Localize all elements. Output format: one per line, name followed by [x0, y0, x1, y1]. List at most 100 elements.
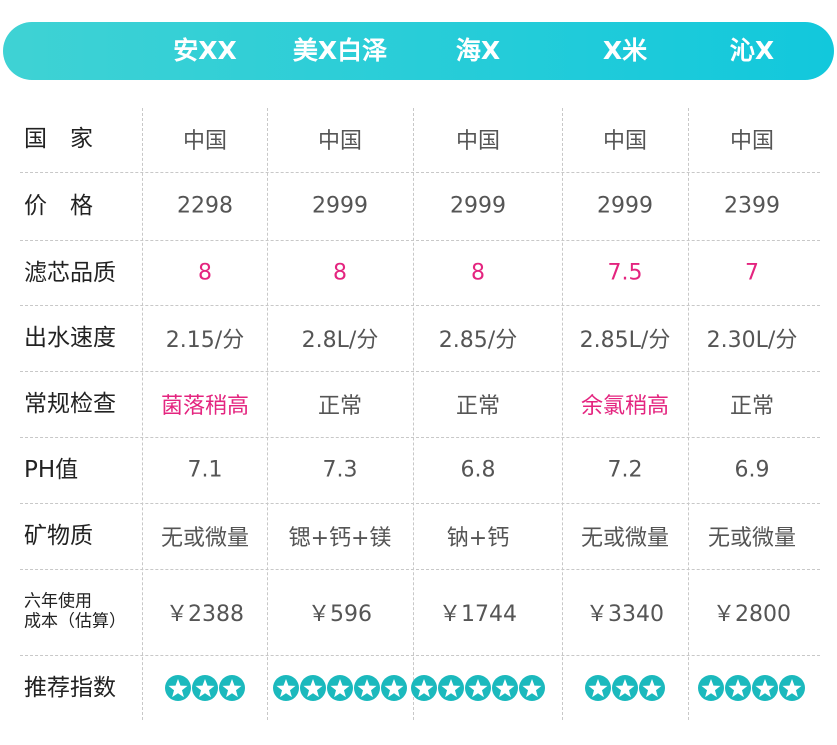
star [491, 674, 518, 701]
cell-value: 2298 [177, 193, 233, 219]
row-divider [20, 437, 820, 438]
cell-value: 2.15/分 [165, 328, 245, 353]
cell-value: 8 [471, 260, 485, 285]
cell-value: 6.8 [460, 457, 496, 483]
star-rating [410, 674, 545, 701]
cell-value: ￥2800 [713, 602, 791, 627]
cell-value: 无或微量 [707, 526, 796, 551]
row-label: 出水速度 [24, 325, 116, 351]
star [584, 674, 611, 701]
star-rating [584, 674, 665, 701]
cell-value: 2.8L/分 [301, 328, 379, 353]
cell-value: 无或微量 [580, 526, 669, 551]
cell-value: 6.9 [734, 457, 770, 483]
row-divider [20, 240, 820, 241]
cell-value: 2999 [312, 193, 368, 219]
row-divider [20, 371, 820, 372]
row-label: 滤芯品质 [24, 259, 116, 285]
row-label-line: PH值 [24, 456, 79, 483]
cell-value: 无或微量 [160, 526, 249, 551]
column-divider [688, 108, 689, 720]
cell-value: 中国 [729, 128, 774, 154]
row-label: 国 家 [24, 125, 93, 151]
row-label-line: 出水速度 [24, 324, 116, 351]
cell-value: ￥1744 [439, 602, 517, 627]
star [752, 674, 778, 701]
row-label: 矿物质 [24, 523, 93, 549]
cell-value: 正常 [455, 394, 500, 419]
row-label: 推荐指数 [24, 674, 116, 701]
cell-value: 正常 [317, 394, 362, 419]
cell-value: 2999 [597, 193, 653, 219]
cell-value: 钠+钙 [446, 526, 510, 551]
cell-value: 正常 [729, 394, 774, 419]
row-divider [20, 172, 820, 173]
cell-value: 2.85/分 [438, 328, 518, 353]
star [353, 674, 380, 701]
cell-value: 7.5 [607, 260, 643, 285]
row-label-line: 矿物质 [24, 522, 93, 549]
star [698, 674, 724, 701]
cell-value: 中国 [602, 128, 647, 154]
star [638, 674, 665, 701]
column-divider [267, 108, 268, 720]
star [464, 674, 491, 701]
star [779, 674, 805, 701]
row-label-line: 国 家 [24, 125, 93, 152]
cell-value: ￥2388 [166, 602, 244, 627]
brand-name: 安XX [173, 36, 237, 65]
cell-value: 7.2 [607, 457, 643, 483]
row-label-line: 滤芯品质 [24, 259, 116, 286]
cell-value: 7.3 [322, 457, 358, 483]
star [725, 674, 751, 701]
cell-value: 7.1 [187, 457, 223, 483]
cell-value: ￥596 [308, 602, 372, 627]
star-rating [698, 674, 805, 701]
cell-value: 2.30L/分 [706, 328, 798, 353]
column-divider [562, 108, 563, 720]
cell-value: 2.85L/分 [579, 328, 671, 353]
row-divider [20, 655, 820, 656]
column-divider [413, 108, 414, 720]
brand-name: X米 [602, 36, 648, 65]
star [611, 674, 638, 701]
row-label-line: 成本（估算） [24, 611, 126, 631]
column-divider [142, 108, 143, 720]
cell-value: 锶+钙+镁 [288, 526, 392, 551]
star [410, 674, 437, 701]
row-divider [20, 305, 820, 306]
row-label: 六年使用 成本（估算） [24, 592, 126, 631]
cell-value: 2399 [724, 193, 780, 219]
cell-value: 中国 [317, 128, 362, 154]
cell-value: 菌落稍高 [160, 394, 249, 419]
row-label: 价 格 [24, 193, 93, 219]
star [218, 674, 245, 701]
cell-value: 中国 [455, 128, 500, 154]
row-divider [20, 569, 820, 570]
cell-value: 余氯稍高 [580, 394, 669, 419]
row-label-line: 价 格 [24, 192, 93, 219]
row-label-line: 常规检查 [24, 390, 116, 417]
star [272, 674, 299, 701]
star [437, 674, 464, 701]
brand-name: 美X白泽 [292, 36, 388, 65]
cell-value: ￥3340 [586, 602, 664, 627]
row-divider [20, 503, 820, 504]
cell-value: 8 [198, 260, 212, 285]
star [326, 674, 353, 701]
star [191, 674, 218, 701]
star [518, 674, 545, 701]
row-label: PH值 [24, 457, 78, 483]
star [380, 674, 407, 701]
brand-name: 沁X [729, 36, 775, 65]
star-rating [164, 674, 245, 701]
row-label: 常规检查 [24, 391, 116, 417]
cell-value: 中国 [182, 128, 227, 154]
star [299, 674, 326, 701]
cell-value: 7 [745, 260, 759, 285]
brand-name: 海X [455, 36, 501, 65]
star-rating [272, 674, 407, 701]
cell-value: 8 [333, 260, 347, 285]
star [164, 674, 191, 701]
